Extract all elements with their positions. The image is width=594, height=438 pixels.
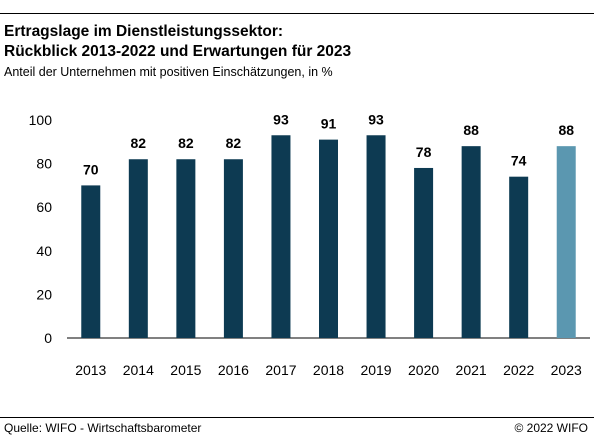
x-tick-label-2017: 2017 (265, 362, 296, 378)
bar-2017 (271, 135, 291, 338)
bar-2013 (81, 185, 101, 338)
data-label-2021: 88 (463, 122, 479, 138)
y-tick-label: 60 (36, 199, 52, 215)
data-label-2015: 82 (178, 135, 194, 151)
bar-2014 (128, 159, 148, 338)
x-tick-label-2015: 2015 (170, 362, 201, 378)
chart-title: Ertragslage im Dienstleistungssektor: Rü… (4, 22, 351, 62)
data-label-2019: 93 (368, 111, 384, 127)
chart-subtitle: Anteil der Unternehmen mit positiven Ein… (4, 65, 333, 79)
bar-2022 (509, 176, 529, 338)
data-label-2023: 88 (558, 122, 574, 138)
bar-2020 (414, 167, 434, 338)
data-label-2018: 91 (321, 116, 337, 132)
x-tick-label-2016: 2016 (218, 362, 249, 378)
y-tick-label: 0 (44, 330, 52, 346)
bar-2015 (176, 159, 196, 338)
chart-title-line1: Ertragslage im Dienstleistungssektor: (4, 23, 284, 40)
y-tick-label: 100 (29, 112, 53, 128)
bar-2016 (223, 159, 243, 338)
x-tick-label-2020: 2020 (408, 362, 439, 378)
y-tick-label: 80 (36, 156, 52, 172)
bar-2021 (461, 146, 481, 338)
x-tick-label-2014: 2014 (123, 362, 154, 378)
data-label-2014: 82 (131, 135, 147, 151)
data-label-2022: 74 (511, 153, 527, 169)
x-tick-label-2019: 2019 (360, 362, 391, 378)
bar-2018 (319, 139, 338, 338)
copyright-note: © 2022 WIFO (514, 421, 588, 435)
y-tick-label: 20 (36, 286, 52, 302)
data-label-2013: 70 (83, 161, 99, 177)
data-label-2017: 93 (273, 111, 289, 127)
x-tick-label-2022: 2022 (503, 362, 534, 378)
x-tick-label-2021: 2021 (456, 362, 487, 378)
top-rule (0, 13, 594, 14)
data-label-2016: 82 (226, 135, 242, 151)
bar-2019 (366, 135, 386, 338)
x-tick-label-2013: 2013 (75, 362, 106, 378)
bar-2023 (556, 146, 576, 338)
bottom-rule (0, 417, 594, 418)
x-tick-label-2023: 2023 (551, 362, 582, 378)
x-tick-label-2018: 2018 (313, 362, 344, 378)
data-label-2020: 78 (416, 144, 432, 160)
source-note: Quelle: WIFO - Wirtschaftsbarometer (4, 421, 202, 435)
chart-title-line2: Rückblick 2013-2022 und Erwartungen für … (4, 43, 352, 60)
y-tick-label: 40 (36, 243, 52, 259)
